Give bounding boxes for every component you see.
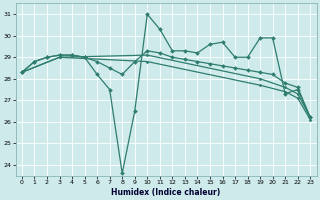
X-axis label: Humidex (Indice chaleur): Humidex (Indice chaleur) xyxy=(111,188,221,197)
